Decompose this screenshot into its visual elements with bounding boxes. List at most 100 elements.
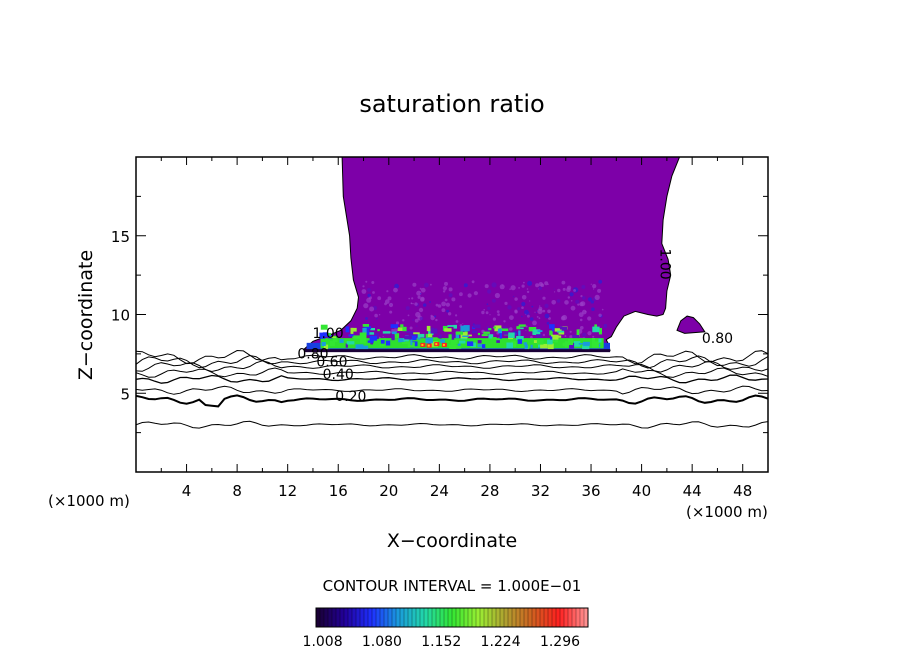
colorbar-cell bbox=[480, 608, 485, 627]
speckle-dot bbox=[517, 307, 521, 311]
speckle-dot bbox=[514, 310, 518, 314]
band-cell bbox=[536, 339, 544, 345]
speckle-dot bbox=[562, 287, 566, 291]
band-cell bbox=[460, 325, 467, 332]
speckle-dot bbox=[487, 306, 491, 310]
speckle-dot bbox=[365, 280, 368, 283]
speckle-dot bbox=[542, 333, 546, 337]
speckle-dot bbox=[415, 325, 418, 327]
colorbar-cell bbox=[584, 608, 589, 627]
band-cell bbox=[530, 344, 533, 348]
colorbar-cell bbox=[388, 608, 393, 627]
x-tick-label: 16 bbox=[329, 482, 348, 500]
speckle-dot bbox=[415, 311, 421, 318]
speckle-dot bbox=[556, 299, 561, 303]
band-cell bbox=[486, 326, 489, 332]
colorbar-tick-labels: 1.008 1.080 1.152 1.224 1.296 bbox=[303, 634, 581, 650]
x-tick-label: 28 bbox=[480, 482, 499, 500]
band-cell bbox=[370, 328, 375, 331]
speckle-dot bbox=[537, 308, 543, 315]
colorbar-cell bbox=[352, 608, 357, 627]
band-cell bbox=[367, 340, 374, 343]
colorbar-cell bbox=[572, 608, 577, 627]
band-peak-core bbox=[427, 344, 430, 347]
speckle-dot bbox=[561, 280, 566, 285]
contour-interval-text: CONTOUR INTERVAL = 1.000E−01 bbox=[323, 577, 582, 595]
band-cell bbox=[364, 326, 372, 330]
speckle-dot bbox=[509, 315, 514, 320]
speckle-dot bbox=[363, 303, 369, 309]
y-axis: 5 10 15 bbox=[111, 195, 768, 434]
speckle-dot bbox=[587, 297, 593, 302]
colorbar-cell bbox=[492, 608, 497, 627]
speckle-dot bbox=[532, 320, 537, 326]
speckle-dot bbox=[394, 283, 399, 289]
colorbar-cell bbox=[324, 608, 329, 627]
band-cell bbox=[472, 330, 478, 334]
colorbar-cell bbox=[548, 608, 553, 627]
speckle-dot bbox=[507, 305, 512, 310]
speckle-dot bbox=[369, 306, 375, 312]
speckle-dot bbox=[540, 283, 545, 288]
speckle-dot bbox=[473, 291, 478, 296]
colorbar-cell bbox=[316, 608, 321, 627]
speckle-dot bbox=[579, 318, 583, 322]
speckle-dot bbox=[525, 330, 527, 331]
colorbar-cell bbox=[500, 608, 505, 627]
colorbar-cell bbox=[528, 608, 533, 627]
colorbar-cell bbox=[416, 608, 421, 627]
band-cell bbox=[592, 341, 599, 348]
supersaturation-band bbox=[304, 324, 610, 353]
colorbar-cell bbox=[512, 608, 517, 627]
speckle-dot bbox=[523, 281, 525, 284]
band-cell bbox=[438, 334, 442, 339]
band-cell bbox=[450, 340, 458, 345]
speckle-dot bbox=[485, 311, 489, 315]
speckle-dot bbox=[542, 296, 546, 300]
band-cell bbox=[440, 339, 445, 345]
speckle-dot bbox=[463, 283, 468, 288]
speckle-dot bbox=[441, 301, 446, 307]
band-cell bbox=[397, 327, 404, 331]
colorbar-cell bbox=[476, 608, 481, 627]
speckle-dot bbox=[497, 313, 500, 316]
speckle-dot bbox=[407, 314, 410, 317]
speckle-dot bbox=[538, 286, 543, 290]
speckle-dot bbox=[361, 289, 367, 294]
speckle-dot bbox=[417, 295, 421, 299]
speckle-dot bbox=[378, 314, 381, 316]
speckle-dot bbox=[365, 317, 368, 320]
band-cell bbox=[467, 341, 474, 346]
speckle-dot bbox=[367, 293, 371, 298]
speckle-dot bbox=[547, 283, 549, 285]
band-cell bbox=[327, 332, 331, 336]
band-cell bbox=[536, 334, 543, 338]
speckle-dot bbox=[435, 318, 438, 322]
speckle-dot bbox=[387, 296, 392, 301]
speckle-dot bbox=[489, 314, 491, 316]
band-cell bbox=[554, 328, 562, 332]
x-tick-label: 44 bbox=[683, 482, 702, 500]
band-cell bbox=[517, 339, 523, 344]
band-cell bbox=[405, 330, 413, 333]
band-cell bbox=[346, 341, 355, 345]
speckle-dot bbox=[601, 308, 604, 311]
colorbar-cell bbox=[552, 608, 557, 627]
band-cell bbox=[377, 329, 380, 332]
band-cell bbox=[556, 330, 564, 333]
speckle-dot bbox=[462, 323, 464, 324]
speckle-dot bbox=[582, 332, 587, 337]
band-cell bbox=[447, 325, 455, 327]
contour-label: 0.80 bbox=[702, 331, 733, 347]
band-cell bbox=[493, 326, 496, 329]
band-cell bbox=[455, 331, 460, 339]
contour-label: 0.40 bbox=[323, 367, 354, 383]
y-tick-label: 15 bbox=[111, 228, 130, 246]
speckle-dot bbox=[412, 319, 415, 321]
band-cell bbox=[488, 328, 492, 331]
colorbar-cell bbox=[360, 608, 365, 627]
speckle-dot bbox=[590, 300, 594, 304]
band-cell bbox=[404, 335, 412, 340]
colorbar-cell bbox=[448, 608, 453, 627]
